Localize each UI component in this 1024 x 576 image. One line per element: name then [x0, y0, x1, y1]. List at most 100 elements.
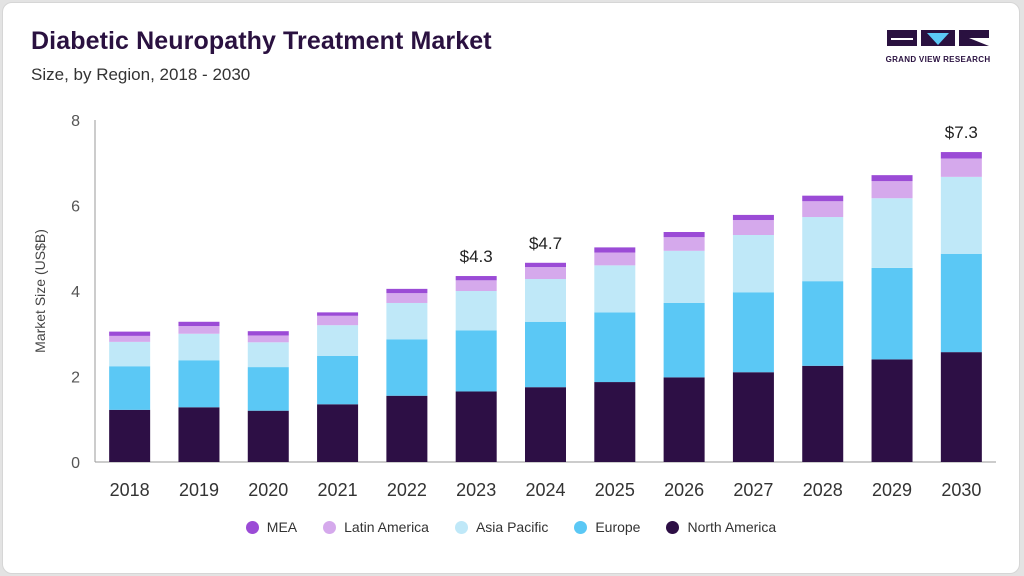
total-label-2030: $7.3	[945, 123, 978, 142]
y-tick-label: 2	[71, 370, 80, 387]
bar-segment-mea-2027	[732, 214, 774, 221]
stacked-bar-chart: 0 2 4 6 8 Market Size (US$B) 2018 2019 2020 2021 2…	[32, 113, 996, 500]
bar-segment-latin-america-2030	[940, 158, 982, 177]
bar-segment-mea-2021	[317, 312, 359, 316]
bar-segment-europe-2020	[247, 367, 289, 411]
bar-segment-asia-pacific-2018	[109, 341, 151, 367]
bar-segment-asia-pacific-2029	[871, 198, 913, 268]
bar-segment-asia-pacific-2030	[940, 176, 982, 254]
logo-text: GRAND VIEW RESEARCH	[885, 55, 991, 64]
legend-item-mea: MEA	[245, 519, 298, 535]
bar-segment-europe-2027	[732, 292, 774, 373]
bar-segment-north-america-2023	[455, 391, 497, 462]
bar-segment-latin-america-2020	[247, 335, 289, 343]
legend-label: Asia Pacific	[475, 519, 549, 535]
bar-segment-north-america-2020	[247, 410, 289, 462]
bar-segment-asia-pacific-2027	[732, 234, 774, 293]
bar-segment-europe-2018	[109, 366, 151, 410]
bar-segment-mea-2024	[525, 262, 566, 268]
bar-segment-mea-2029	[871, 175, 913, 182]
chart-legend: MEA Latin America Asia Pacific Europe North …	[3, 519, 1019, 535]
bar-segment-north-america-2028	[802, 365, 844, 462]
y-tick-label: 6	[71, 199, 80, 216]
bar-segment-north-america-2025	[594, 382, 636, 462]
x-tick-label-2025: 2025	[595, 480, 635, 500]
bar-segment-latin-america-2026	[663, 237, 705, 251]
bar-segment-north-america-2021	[317, 404, 359, 462]
x-tick-label-2019: 2019	[179, 480, 219, 500]
bar-segment-asia-pacific-2024	[525, 279, 566, 322]
x-tick-label-2022: 2022	[387, 480, 427, 500]
bar-segment-asia-pacific-2023	[455, 291, 497, 331]
bar-segment-asia-pacific-2019	[178, 333, 220, 361]
bar-segment-latin-america-2029	[871, 181, 913, 199]
bar-segment-mea-2028	[802, 195, 844, 202]
logo-mark-icon	[887, 30, 989, 46]
x-tick-label-2023: 2023	[456, 480, 496, 500]
total-label-2024: $4.7	[529, 234, 562, 253]
legend-label: MEA	[266, 519, 298, 535]
bar-segment-asia-pacific-2028	[802, 217, 844, 282]
x-tick-label-2029: 2029	[872, 480, 912, 500]
x-tick-label-2026: 2026	[664, 480, 704, 500]
y-tick-label: 0	[71, 455, 80, 472]
x-tick-label-2024: 2024	[525, 480, 565, 500]
legend-swatch	[666, 520, 680, 534]
x-tick-label-2027: 2027	[733, 480, 773, 500]
bar-segment-north-america-2026	[663, 377, 705, 462]
bar-segment-europe-2023	[455, 330, 497, 392]
chart-title: Diabetic Neuropathy Treatment Market	[31, 27, 492, 55]
bar-segment-latin-america-2022	[386, 293, 428, 303]
legend-label: Latin America	[344, 519, 429, 535]
bar-segment-mea-2026	[663, 232, 705, 238]
x-tick-label-2030: 2030	[941, 480, 981, 500]
bar-segment-asia-pacific-2020	[247, 342, 289, 368]
bar-segment-north-america-2027	[732, 372, 774, 462]
y-tick-label: 8	[71, 113, 80, 130]
bar-segment-north-america-2018	[109, 409, 151, 462]
bar-segment-north-america-2029	[871, 359, 913, 462]
bar-segment-europe-2021	[317, 355, 359, 405]
total-label-2023: $4.3	[460, 247, 493, 266]
bar-segment-asia-pacific-2022	[386, 302, 428, 340]
bar-segment-latin-america-2024	[525, 267, 566, 280]
bar-segment-north-america-2024	[525, 387, 566, 462]
x-tick-label-2028: 2028	[803, 480, 843, 500]
bar-segment-asia-pacific-2026	[663, 250, 705, 303]
bar-segment-europe-2024	[525, 321, 566, 388]
bar-segment-north-america-2022	[386, 395, 428, 462]
bar-segment-asia-pacific-2025	[594, 265, 636, 313]
bar-segment-mea-2020	[247, 331, 289, 336]
bar-segment-north-america-2030	[940, 352, 982, 462]
bar-segment-mea-2025	[594, 247, 636, 253]
bar-segment-latin-america-2023	[455, 280, 497, 291]
legend-label: North America	[687, 519, 777, 535]
legend-swatch	[454, 520, 468, 534]
legend-swatch	[323, 520, 337, 534]
bar-segment-latin-america-2028	[802, 201, 844, 218]
bar-segment-mea-2022	[386, 288, 428, 294]
bar-segment-europe-2030	[940, 253, 982, 353]
bar-segment-mea-2019	[178, 321, 220, 327]
bar-segment-europe-2029	[871, 267, 913, 360]
legend-item-europe: Europe	[574, 519, 640, 535]
bar-segment-europe-2025	[594, 312, 636, 383]
bar-segment-asia-pacific-2021	[317, 325, 359, 356]
bar-segment-europe-2022	[386, 339, 428, 396]
bar-segment-latin-america-2027	[732, 220, 774, 235]
bar-segment-europe-2026	[663, 302, 705, 378]
bar-segment-latin-america-2018	[109, 335, 151, 342]
bar-segment-europe-2019	[178, 360, 220, 408]
x-tick-label-2020: 2020	[248, 480, 288, 500]
bar-segment-mea-2018	[109, 331, 151, 336]
bar-segment-mea-2023	[455, 276, 497, 281]
grand-view-research-logo: GRAND VIEW RESEARCH	[883, 29, 993, 69]
legend-item-asia-pacific: Asia Pacific	[454, 519, 549, 535]
legend-item-north-america: North America	[666, 519, 776, 535]
bar-segment-latin-america-2021	[317, 315, 359, 326]
legend-label: Europe	[595, 519, 641, 535]
legend-swatch	[574, 520, 588, 534]
bar-segment-europe-2028	[802, 281, 844, 366]
bar-segment-north-america-2019	[178, 407, 220, 462]
